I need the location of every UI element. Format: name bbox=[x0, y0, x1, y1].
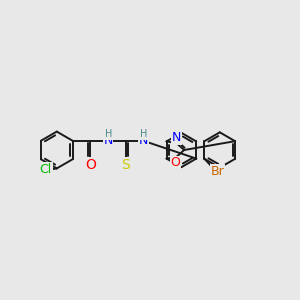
Text: O: O bbox=[170, 156, 180, 170]
Text: O: O bbox=[85, 158, 96, 172]
Text: H: H bbox=[105, 129, 112, 139]
Text: N: N bbox=[103, 134, 113, 147]
Text: N: N bbox=[139, 134, 148, 147]
Text: H: H bbox=[140, 129, 148, 139]
Text: Br: Br bbox=[210, 165, 224, 178]
Text: S: S bbox=[121, 158, 130, 172]
Text: N: N bbox=[172, 131, 181, 144]
Text: Cl: Cl bbox=[40, 163, 52, 176]
